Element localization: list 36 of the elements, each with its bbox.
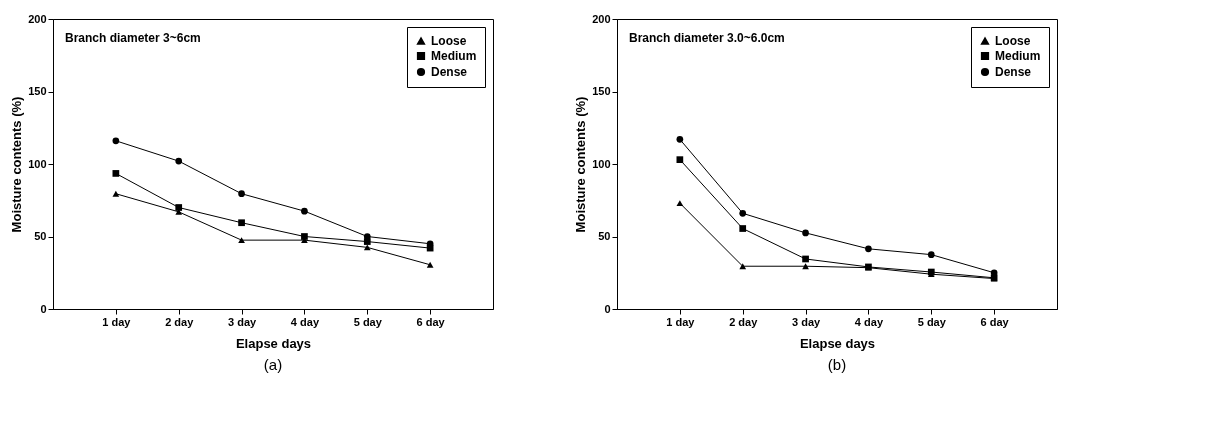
legend-label: Medium [431, 49, 477, 63]
x-tick-label: 2 day [729, 315, 759, 328]
text: (a) [263, 356, 283, 373]
x-tick-label: 3 day [228, 315, 258, 328]
y-tick-label: 150 [592, 85, 611, 97]
y-tick-label: 150 [28, 85, 47, 97]
x-axis-title: Elapse days [235, 335, 312, 351]
x-tick-label: 6 day [980, 315, 1010, 328]
x-tick-label: 1 day [666, 315, 696, 328]
y-tick-label: 200 [28, 12, 47, 25]
legend-label: Dense [431, 65, 468, 79]
legend-label: Loose [431, 34, 467, 48]
y-tick-label: 100 [592, 157, 611, 170]
y-axis-title: Moisture contents (%) [573, 96, 589, 233]
y-tick-label: 100 [28, 157, 47, 170]
x-tick-label: 4 day [290, 315, 320, 328]
y-tick-label: 50 [34, 230, 47, 242]
annotation: Branch diameter 3~6cm [65, 31, 201, 45]
y-axis-title: Moisture contents (%) [9, 96, 25, 233]
x-tick-label: 5 day [353, 315, 383, 328]
legend-label: Medium [995, 49, 1041, 63]
y-tick-label: 200 [592, 12, 611, 25]
annotation: Branch diameter 3.0~6.0cm [629, 31, 785, 45]
x-tick-label: 3 day [792, 315, 822, 328]
x-tick-label: 1 day [102, 315, 132, 328]
legend-label: Dense [995, 65, 1032, 79]
x-tick-label: 6 day [416, 315, 446, 328]
x-axis-title: Elapse days [799, 335, 876, 351]
y-tick-label: 50 [598, 230, 611, 242]
y-tick-label: 0 [604, 302, 611, 315]
x-tick-label: 5 day [917, 315, 947, 328]
x-tick-label: 2 day [165, 315, 195, 328]
x-tick-label: 4 day [854, 315, 884, 328]
text: (b) [827, 356, 847, 373]
y-tick-label: 0 [40, 302, 47, 315]
legend-label: Loose [995, 34, 1031, 48]
